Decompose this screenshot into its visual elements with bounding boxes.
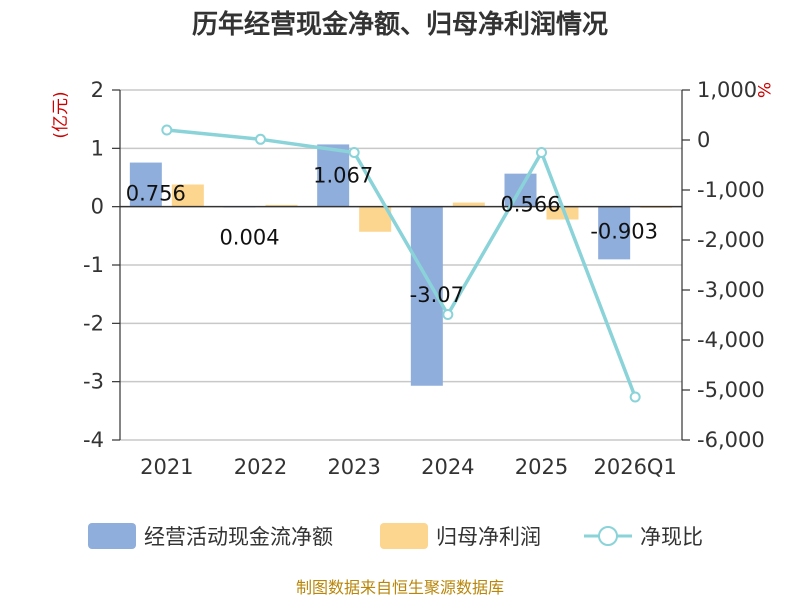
net-profit-bar <box>452 202 485 207</box>
right-tick-label: -6,000 <box>697 428 765 452</box>
grid <box>120 89 682 441</box>
legend-label-ratio: 净现比 <box>640 525 703 549</box>
right-tick-label: -1,000 <box>697 178 765 202</box>
cashflow-data-label: 0.756 <box>126 182 186 206</box>
x-tick-label: 2021 <box>140 455 193 479</box>
data-labels: 0.756 0.004 1.067 -3.07 0.566 -0.903 <box>126 163 658 306</box>
cashflow-data-label: 0.566 <box>500 193 560 217</box>
right-tick-label: 0 <box>697 128 710 152</box>
ratio-line <box>161 124 641 403</box>
left-tick-label: -1 <box>83 253 104 277</box>
cashflow-data-label: 0.004 <box>219 225 279 249</box>
left-axis-unit: (亿元) <box>51 91 71 138</box>
cashflow-bar <box>129 162 162 207</box>
ratio-point <box>442 309 454 320</box>
right-tick-label: -5,000 <box>697 378 765 402</box>
x-tick-label: 2024 <box>421 455 474 479</box>
ratio-point <box>536 147 547 158</box>
legend[interactable]: 经营活动现金流净额 归母净利润 净现比 <box>88 523 703 549</box>
left-tick-label: 2 <box>91 78 104 102</box>
left-tick-label: -4 <box>83 428 104 452</box>
right-tick-label: -4,000 <box>697 328 765 352</box>
cashflow-bar <box>317 144 350 207</box>
cashflow-data-label: -3.07 <box>410 283 464 307</box>
axes: 2 1 0 -1 -2 -3 -4 1,000 0 -1,000 -2,000 -3,000 -4,00… <box>51 78 773 479</box>
ratio-point <box>629 391 641 403</box>
right-tick-label: 1,000 <box>697 78 757 102</box>
right-axis-unit: % <box>753 82 773 98</box>
ratio-point <box>255 133 266 145</box>
left-tick-label: 0 <box>91 195 104 219</box>
x-tick-label: 2022 <box>234 455 287 479</box>
x-tick-label: 2023 <box>327 455 380 479</box>
legend-swatch-net-profit[interactable] <box>380 523 428 549</box>
chart-title: 历年经营现金净额、归母净利润情况 <box>192 9 608 40</box>
net-profit-bar <box>171 184 204 207</box>
right-tick-label: -2,000 <box>697 228 765 252</box>
cashflow-data-label: -0.903 <box>590 220 658 244</box>
net-profit-bar <box>359 206 392 232</box>
legend-label-net-profit: 归母净利润 <box>436 525 541 549</box>
ratio-point <box>161 124 173 136</box>
bars <box>129 144 673 386</box>
ratio-point <box>348 147 360 158</box>
net-profit-bar <box>265 204 298 207</box>
left-tick-label: 1 <box>91 136 104 160</box>
legend-marker-ratio <box>598 526 618 546</box>
net-profit-bar <box>546 206 579 220</box>
legend-label-cashflow: 经营活动现金流净额 <box>144 525 333 549</box>
ratio-line-path <box>166 128 637 398</box>
left-tick-label: -3 <box>83 370 104 394</box>
cashflow-data-label: 1.067 <box>313 163 373 187</box>
cashflow-bar <box>598 206 631 260</box>
x-tick-label: 2026Q1 <box>593 455 676 479</box>
x-tick-label: 2025 <box>515 455 568 479</box>
left-tick-label: -2 <box>83 311 104 335</box>
right-tick-label: -3,000 <box>697 278 765 302</box>
legend-swatch-cashflow[interactable] <box>88 523 136 549</box>
source-note: 制图数据来自恒生聚源数据库 <box>296 578 504 597</box>
